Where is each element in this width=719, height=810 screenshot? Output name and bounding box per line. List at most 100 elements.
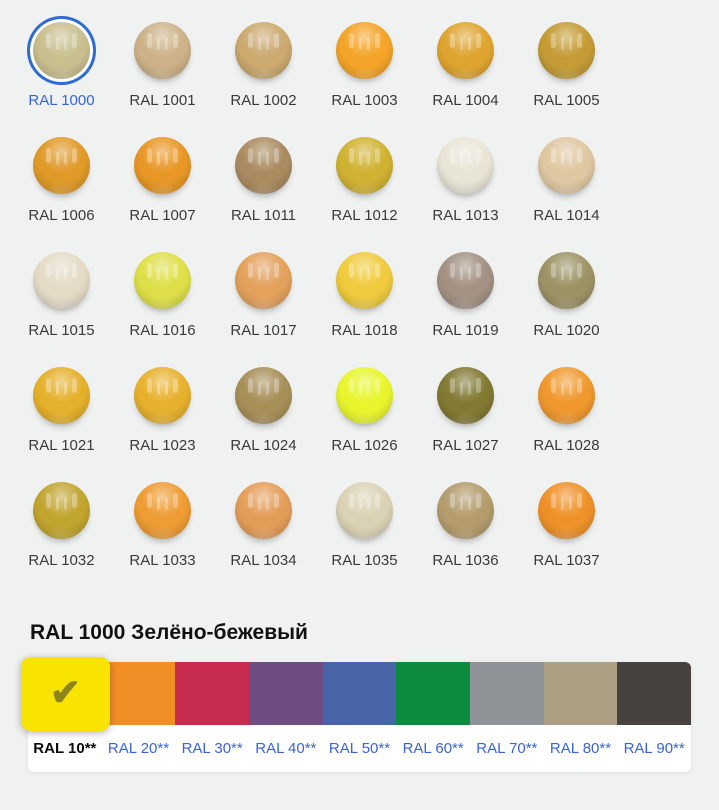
swatch-ral-1019[interactable]: RAL 1019: [415, 252, 516, 367]
palette-color-fill: ✔: [322, 662, 397, 725]
color-code-label: RAL 1020: [533, 322, 600, 339]
color-code-label: RAL 1034: [230, 552, 297, 569]
palette-tab-bar: RAL 10** RAL 20** RAL 30** RAL 40** RAL …: [28, 725, 691, 772]
color-ball: [538, 22, 595, 79]
color-code-label: RAL 1002: [230, 92, 297, 109]
swatch-ral-1035[interactable]: RAL 1035: [314, 482, 415, 597]
swatch-ral-1004[interactable]: RAL 1004: [415, 22, 516, 137]
color-code-label: RAL 1016: [129, 322, 196, 339]
swatch-ral-1015[interactable]: RAL 1015: [11, 252, 112, 367]
swatch-ral-1012[interactable]: RAL 1012: [314, 137, 415, 252]
palette-color-fill: ✔: [617, 662, 691, 725]
palette-tab-ral-30[interactable]: RAL 30**: [181, 740, 243, 757]
color-ball: [437, 137, 494, 194]
color-ball: [33, 252, 90, 309]
color-ball: [336, 137, 393, 194]
color-ball: [437, 22, 494, 79]
swatch-ral-1018[interactable]: RAL 1018: [314, 252, 415, 367]
palette-tab-ral-60[interactable]: RAL 60**: [402, 740, 464, 757]
color-code-label: RAL 1019: [432, 322, 499, 339]
palette-block-ral-90[interactable]: ✔: [617, 662, 691, 725]
color-code-label: RAL 1011: [230, 207, 297, 224]
color-code-label: RAL 1017: [230, 322, 297, 339]
swatch-ral-1023[interactable]: RAL 1023: [112, 367, 213, 482]
swatch-ral-1013[interactable]: RAL 1013: [415, 137, 516, 252]
color-code-label: RAL 1018: [331, 322, 398, 339]
palette-block-ral-10[interactable]: ✔: [21, 657, 110, 731]
palette-block-ral-40[interactable]: ✔: [248, 662, 323, 725]
ral-group-palette: ✔ ✔ ✔ ✔ ✔ ✔ ✔ ✔: [21, 657, 691, 772]
color-code-label: RAL 1006: [28, 207, 95, 224]
color-ball: [33, 367, 90, 424]
palette-block-ral-20[interactable]: ✔: [101, 662, 176, 725]
color-code-label: RAL 1004: [432, 92, 499, 109]
swatch-ral-1003[interactable]: RAL 1003: [314, 22, 415, 137]
color-ball: [538, 482, 595, 539]
palette-color-fill: ✔: [469, 662, 544, 725]
swatch-ral-1014[interactable]: RAL 1014: [516, 137, 617, 252]
color-ball: [134, 252, 191, 309]
color-ball: [437, 482, 494, 539]
swatch-ral-1001[interactable]: RAL 1001: [112, 22, 213, 137]
color-ball: [235, 252, 292, 309]
swatch-ral-1007[interactable]: RAL 1007: [112, 137, 213, 252]
swatch-ral-1017[interactable]: RAL 1017: [213, 252, 314, 367]
swatch-ral-1006[interactable]: RAL 1006: [11, 137, 112, 252]
swatch-ral-1000[interactable]: RAL 1000: [11, 22, 112, 137]
swatch-ral-1021[interactable]: RAL 1021: [11, 367, 112, 482]
color-code-label: RAL 1005: [533, 92, 600, 109]
palette-tab-ral-10[interactable]: RAL 10**: [33, 740, 97, 757]
palette-block-ral-80[interactable]: ✔: [543, 662, 618, 725]
color-ball: [538, 137, 595, 194]
swatch-ral-1034[interactable]: RAL 1034: [213, 482, 314, 597]
color-ball: [134, 22, 191, 79]
color-code-label: RAL 1033: [129, 552, 196, 569]
palette-block-ral-30[interactable]: ✔: [175, 662, 249, 725]
color-code-label: RAL 1032: [28, 552, 95, 569]
ral-color-picker: RAL 1000 RAL 1001 RAL 1002 RAL 1003 RAL …: [11, 22, 691, 772]
color-code-label: RAL 1007: [129, 207, 196, 224]
color-ball: [235, 482, 292, 539]
color-ball: [33, 482, 90, 539]
palette-tab-ral-40[interactable]: RAL 40**: [255, 740, 317, 757]
palette-tab-ral-80[interactable]: RAL 80**: [549, 740, 612, 757]
color-ball: [437, 367, 494, 424]
color-ball: [336, 367, 393, 424]
palette-color-fill: ✔: [248, 662, 323, 725]
swatch-ral-1011[interactable]: RAL 1011: [213, 137, 314, 252]
color-ball: [235, 137, 292, 194]
color-ball: [336, 252, 393, 309]
swatch-ral-1028[interactable]: RAL 1028: [516, 367, 617, 482]
color-ball: [538, 252, 595, 309]
swatch-ral-1026[interactable]: RAL 1026: [314, 367, 415, 482]
palette-tab-ral-50[interactable]: RAL 50**: [328, 740, 391, 757]
palette-tab-ral-70[interactable]: RAL 70**: [476, 740, 538, 757]
swatch-ral-1005[interactable]: RAL 1005: [516, 22, 617, 137]
palette-tab-ral-90[interactable]: RAL 90**: [623, 740, 685, 757]
swatch-ral-1033[interactable]: RAL 1033: [112, 482, 213, 597]
color-code-label: RAL 1036: [432, 552, 499, 569]
swatch-ral-1027[interactable]: RAL 1027: [415, 367, 516, 482]
color-ball: [336, 22, 393, 79]
color-code-label: RAL 1027: [432, 437, 499, 454]
color-ball: [437, 252, 494, 309]
palette-tab-ral-20[interactable]: RAL 20**: [107, 740, 170, 757]
palette-block-ral-60[interactable]: ✔: [396, 662, 470, 725]
color-ball: [134, 367, 191, 424]
color-ball-grid: RAL 1000 RAL 1001 RAL 1002 RAL 1003 RAL …: [11, 22, 617, 597]
swatch-ral-1016[interactable]: RAL 1016: [112, 252, 213, 367]
swatch-ral-1036[interactable]: RAL 1036: [415, 482, 516, 597]
color-ball: [538, 367, 595, 424]
color-ball: [33, 22, 90, 79]
color-code-label: RAL 1037: [533, 552, 600, 569]
swatch-ral-1024[interactable]: RAL 1024: [213, 367, 314, 482]
swatch-ral-1032[interactable]: RAL 1032: [11, 482, 112, 597]
swatch-ral-1020[interactable]: RAL 1020: [516, 252, 617, 367]
check-icon: ✔: [49, 671, 81, 713]
swatch-ral-1002[interactable]: RAL 1002: [213, 22, 314, 137]
palette-block-ral-70[interactable]: ✔: [469, 662, 544, 725]
palette-block-ral-50[interactable]: ✔: [322, 662, 397, 725]
swatch-ral-1037[interactable]: RAL 1037: [516, 482, 617, 597]
palette-color-fill: ✔: [101, 662, 176, 725]
color-ball: [235, 367, 292, 424]
